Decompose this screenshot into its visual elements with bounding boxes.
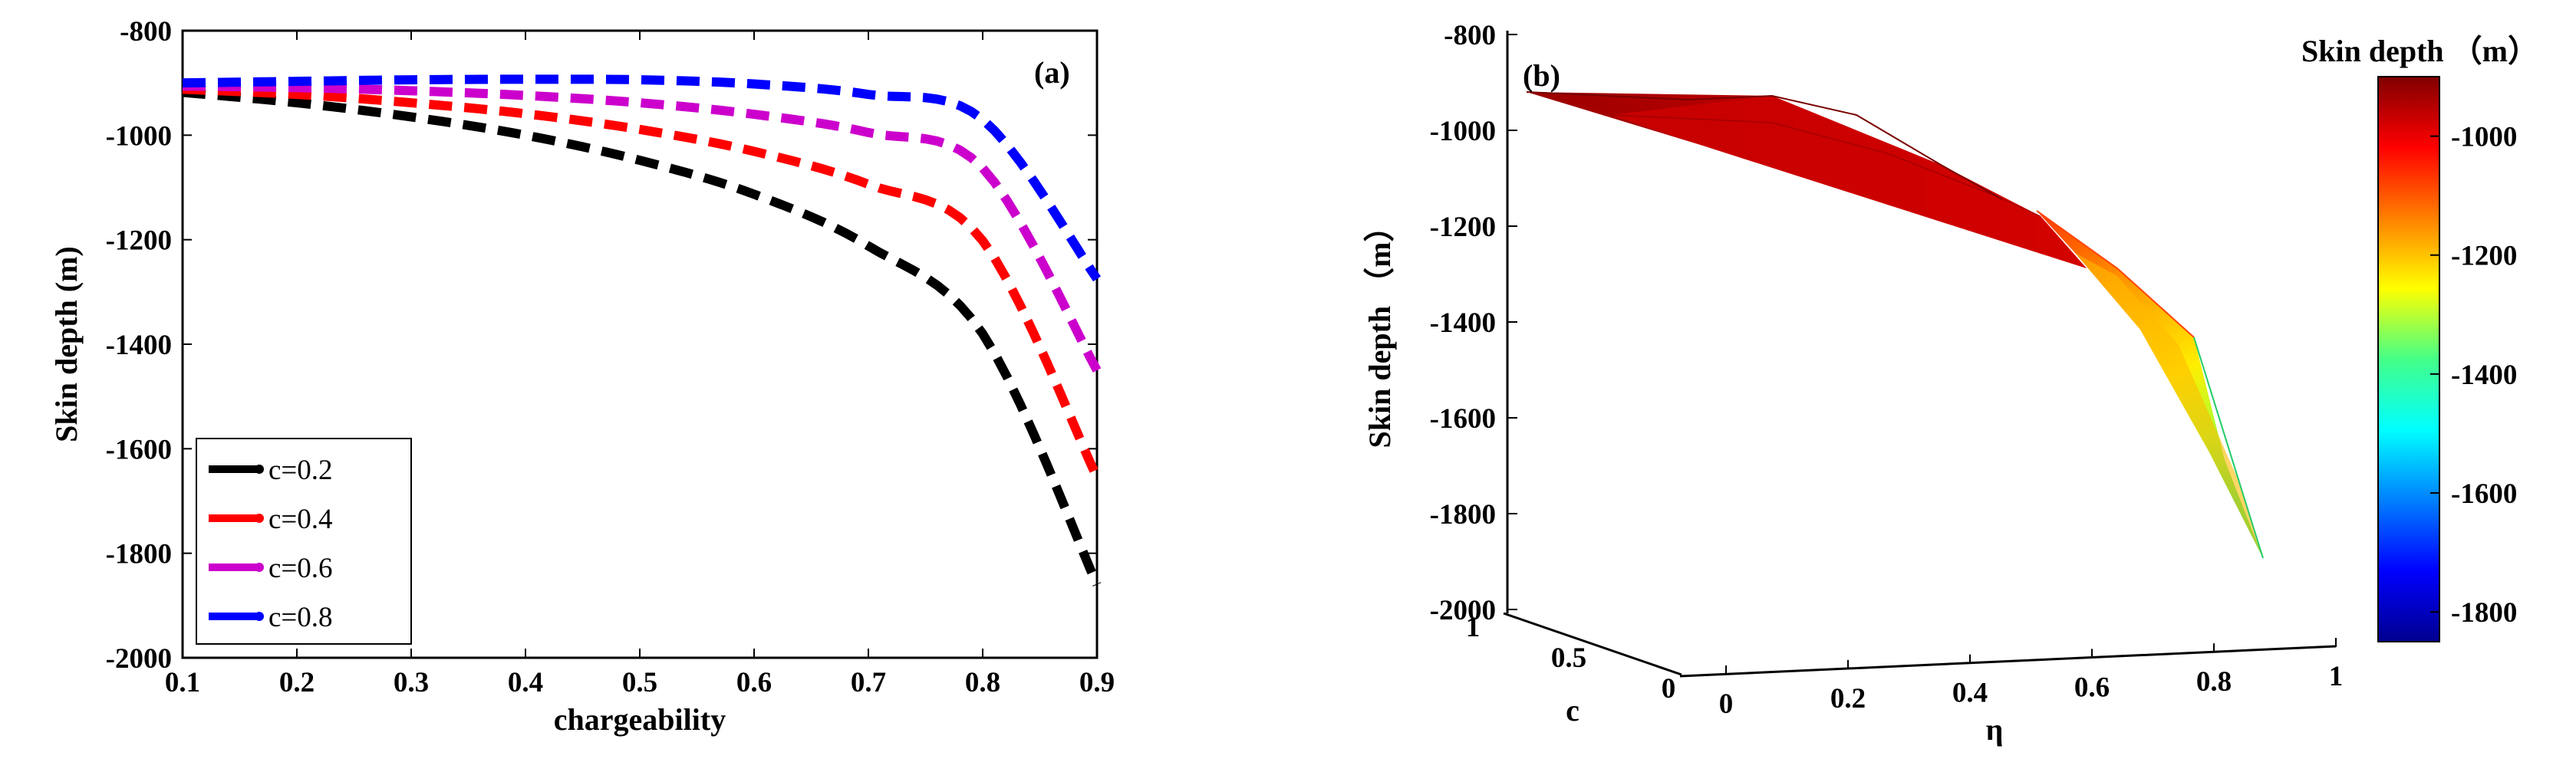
y-axis-a: -800 -1000 -1200 -1400 -1600 -1800 -2000 — [106, 16, 1097, 675]
x-tick-label-a: 0.3 — [394, 667, 429, 698]
c-axis-b: 00.51 — [1466, 612, 1676, 705]
legend-a: c=0.2 c=0.4 c=0.6 c=0.8 — [196, 438, 412, 645]
c-axis-line — [1503, 612, 1682, 676]
x-tick-label-a: 0.2 — [279, 667, 315, 698]
legend-entry: c=0.2 — [268, 455, 333, 486]
y-tick-label-a: -1400 — [106, 330, 172, 361]
eta-tick-label: 1 — [2329, 661, 2344, 692]
c-tick-label: 0 — [1662, 673, 1676, 705]
colorbar-tick-label: -1600 — [2451, 478, 2517, 510]
series-line-c=0.2 — [182, 87, 1102, 586]
z-axis-b: -800 -1000 -1200 -1400 -1600 -1800 -2000 — [1430, 20, 1517, 626]
legend-entry: c=0.4 — [268, 504, 333, 535]
eta-tick-label: 0.2 — [1830, 683, 1866, 715]
x-tick-label-a: 0.8 — [965, 667, 1000, 698]
colorbar-label: Skin depth （m） — [2301, 34, 2538, 68]
x-tick-label-a: 0.5 — [622, 667, 657, 698]
y-tick-label-a: -1600 — [106, 434, 172, 465]
legend-entry: c=0.8 — [268, 602, 333, 633]
panel-label-a: (a) — [1034, 55, 1070, 90]
x-tick-label-a: 0.4 — [508, 667, 543, 698]
c-tick-label: 1 — [1466, 612, 1481, 643]
z-tick-label: -1800 — [1430, 499, 1496, 531]
skin-depth-surface — [1526, 91, 2264, 559]
eta-tick-label: 0 — [1719, 688, 1734, 720]
z-tick-label: -1400 — [1430, 307, 1496, 339]
z-tick-label: -1000 — [1430, 116, 1496, 147]
x-axis-a: 0.1 0.2 0.3 0.4 0.5 0.6 0.7 0.8 0.9 — [165, 31, 1115, 698]
z-axis-label-b: Skin depth （m） — [1362, 212, 1397, 448]
x-tick-label-a: 0.9 — [1079, 667, 1115, 698]
series-line-c=0.4 — [182, 84, 1102, 480]
panel-label-b: (b) — [1523, 58, 1560, 93]
colorbar-tick-label: -1200 — [2451, 241, 2517, 272]
y-axis-label-a: Skin depth (m) — [49, 246, 84, 442]
y-tick-label-a: -1800 — [106, 539, 172, 570]
y-tick-label-a: -2000 — [106, 643, 172, 675]
c-axis-label-b: c — [1566, 693, 1580, 728]
legend-entry: c=0.6 — [268, 553, 333, 584]
eta-axis-label-b: η — [1986, 712, 2004, 747]
z-tick-label: -1200 — [1430, 212, 1496, 243]
series-lines-a — [182, 74, 1102, 586]
x-tick-label-a: 0.6 — [736, 667, 772, 698]
c-tick-label: 0.5 — [1551, 642, 1586, 674]
colorbar-tick-label: -1000 — [2451, 122, 2517, 153]
eta-tick-label: 0.4 — [1952, 678, 1988, 709]
y-tick-label-a: -1000 — [106, 120, 172, 152]
series-line-c=0.8 — [182, 74, 1101, 282]
eta-axis-b: 0 0.2 0.4 0.6 0.8 1 — [1719, 638, 2344, 720]
panel-b: -800-1000-1200-1400-1600-1800-2000 0 0.2 0… — [1362, 20, 2538, 747]
y-tick-label-a: -800 — [120, 16, 172, 48]
y-tick-label-a: -1200 — [106, 225, 172, 257]
colorbar-tick-label: -1400 — [2451, 360, 2517, 391]
series-line-c=0.6 — [182, 81, 1102, 373]
x-axis-label-a: chargeability — [554, 702, 726, 737]
colorbar: -1000 -1200 -1400 -1600 -1800 Skin depth （m） — [2301, 34, 2538, 642]
eta-tick-label: 0.8 — [2196, 666, 2232, 698]
z-tick-label: -2000 — [1430, 595, 1496, 626]
eta-tick-label: 0.6 — [2074, 672, 2110, 703]
z-tick-label: -800 — [1444, 20, 1496, 51]
x-tick-label-a: 0.7 — [851, 667, 886, 698]
panel-a: 0.1 0.2 0.3 0.4 0.5 0.6 0.7 0.8 0.9 -800 -1000 -12… — [49, 16, 1115, 737]
x-tick-label-a: 0.1 — [165, 667, 200, 698]
eta-axis-line — [1679, 645, 2337, 678]
colorbar-tick-label: -1800 — [2451, 597, 2517, 629]
z-tick-label: -1600 — [1430, 403, 1496, 435]
